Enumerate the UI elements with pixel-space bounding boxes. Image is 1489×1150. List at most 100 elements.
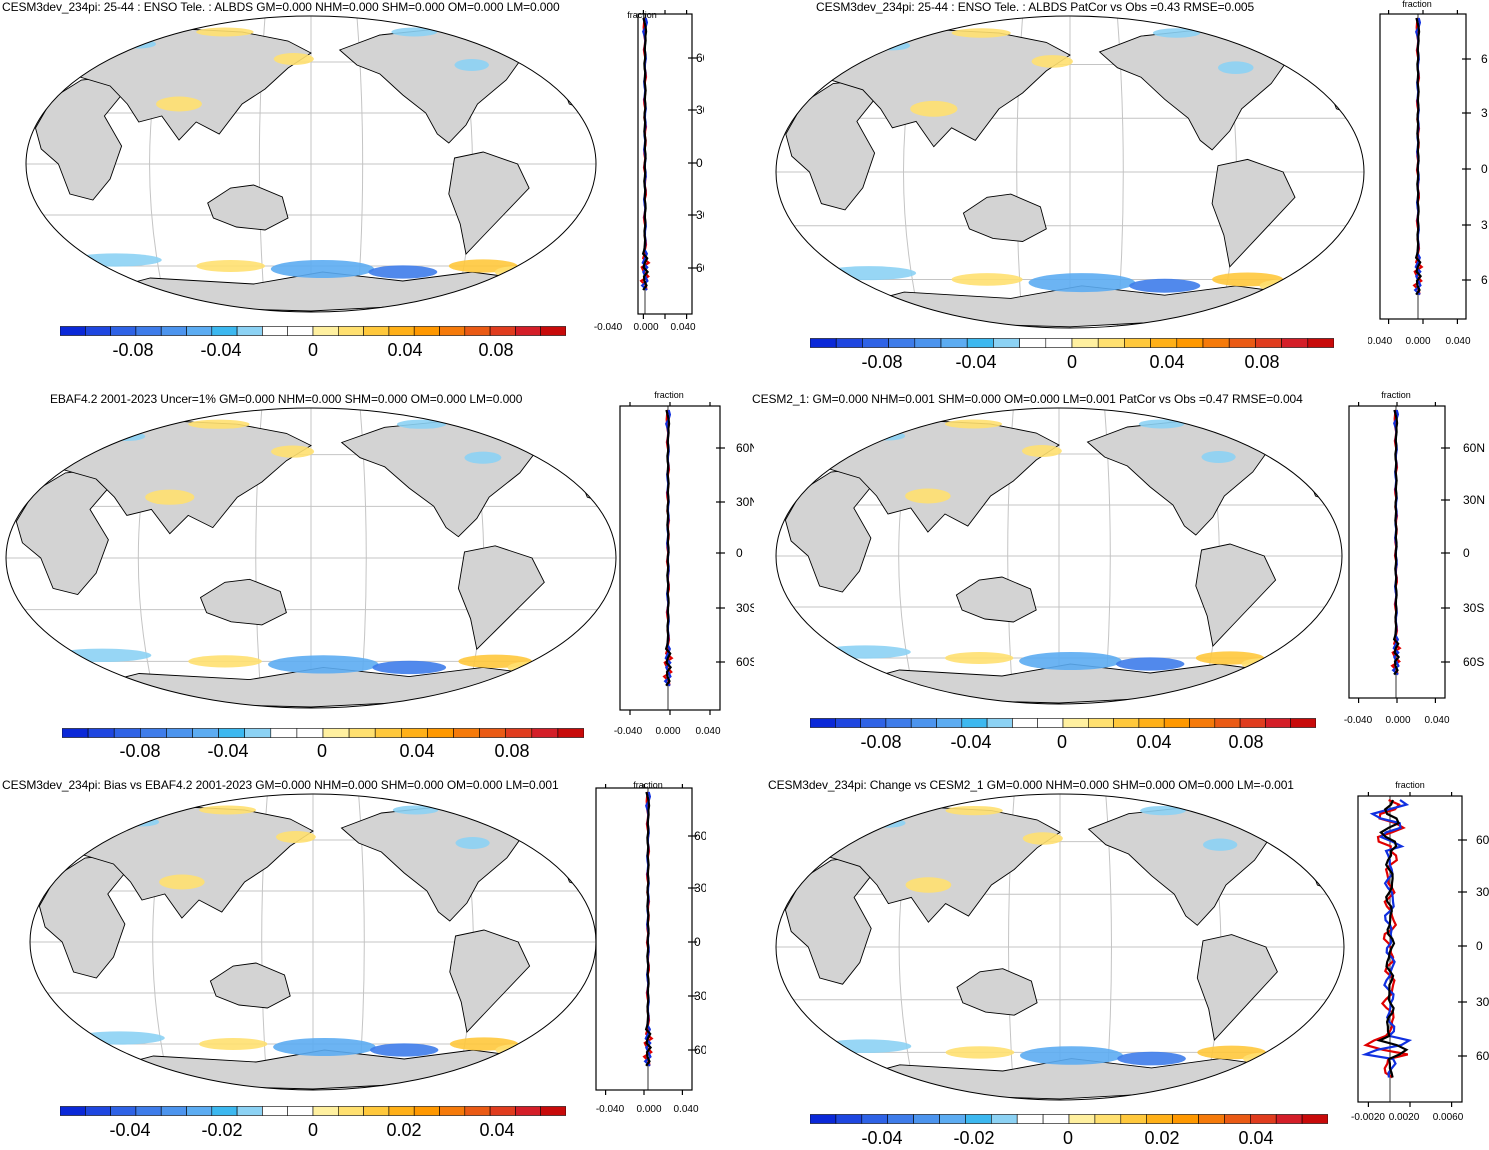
lat-tick-label: 60S [696, 261, 704, 275]
colorbar-swatch [1068, 1114, 1096, 1124]
landmass [209, 962, 291, 1009]
colorbar-swatch [287, 1106, 314, 1116]
colorbar-swatch [62, 728, 89, 738]
colorbar-swatch [887, 1114, 914, 1124]
colorbar-swatch [835, 1114, 863, 1124]
colorbar-tick-label: 0 [307, 340, 319, 360]
colorbar-tick-label: 0.04 [1149, 352, 1185, 372]
colorbar-tick-label: 0.02 [1144, 1128, 1180, 1148]
colorbar-swatch [312, 326, 339, 336]
colorbar-tick-label: -0.02 [953, 1128, 995, 1148]
anomaly-region [1129, 278, 1201, 293]
panel-title: CESM3dev_234pi: Bias vs EBAF4.2 2001-202… [2, 778, 559, 792]
anomaly-region [871, 818, 906, 828]
colorbar-swatch [287, 326, 314, 336]
profile-top-label: fraction [1402, 0, 1432, 9]
landmass [829, 663, 1289, 704]
colorbar-tick-label: -0.02 [201, 1120, 243, 1140]
colorbar-swatch [236, 326, 263, 336]
colorbar-swatch [835, 338, 863, 348]
colorbar-swatch [262, 1106, 288, 1116]
colorbar-tick-label: -0.04 [950, 732, 992, 752]
colorbar-swatch [505, 728, 533, 738]
anomaly-region [464, 451, 502, 464]
colorbar-swatch [489, 326, 516, 336]
colorbar-tick-label: 0.02 [386, 1120, 422, 1140]
lat-tick-label: 0 [1463, 546, 1470, 560]
colorbar-swatch [1138, 718, 1165, 728]
colorbar-swatch [540, 326, 566, 336]
lat-tick-label: 60 [1476, 1049, 1489, 1063]
anomaly-region [268, 655, 379, 674]
colorbar-swatch [337, 1106, 364, 1116]
anomaly-region [199, 1038, 268, 1050]
x-tick-label: 0.000 [655, 726, 680, 737]
x-tick-label: 0.040 [695, 726, 720, 737]
colorbar-swatch [337, 326, 364, 336]
colorbar-swatch [810, 1114, 837, 1124]
anomaly-region [1140, 805, 1186, 816]
anomaly-region [1019, 1046, 1123, 1065]
anomaly-region [53, 648, 152, 662]
colorbar [810, 1114, 1328, 1124]
x-tick-label: -0.0020 [1351, 1112, 1385, 1123]
anomaly-region [392, 805, 439, 815]
world-map [29, 793, 597, 1091]
panel-title: CESM2_1: GM=0.000 NHM=0.001 SHM=0.000 OM… [752, 392, 1303, 406]
colorbar-tick-label: 0.04 [1136, 732, 1172, 752]
profile-top-label: fraction [654, 390, 684, 400]
profile-top-label: fraction [1381, 390, 1411, 400]
anomaly-region [951, 28, 1011, 38]
profile-axes [1348, 402, 1450, 703]
lat-tick-label: 30 [1476, 995, 1489, 1009]
lat-tick-label: 3 [1481, 218, 1488, 232]
anomaly-region [1138, 419, 1185, 429]
anomaly-region [270, 260, 375, 278]
sh-profile-line [1363, 798, 1409, 1079]
lat-tick-label: 6 [1481, 273, 1488, 287]
colorbar-swatch [489, 1106, 516, 1116]
colorbar-swatch [87, 728, 115, 738]
landmass [1230, 797, 1290, 824]
landmass [482, 19, 542, 45]
map-border [775, 15, 1365, 329]
colorbar-swatch [861, 1114, 888, 1124]
anomaly-region [69, 253, 162, 267]
lat-tick-label: 30S [1463, 601, 1484, 615]
colorbar-tick-label: -0.04 [109, 1120, 151, 1140]
profile-top-label: fraction [633, 780, 663, 790]
x-tick-label: -0.040 [1344, 715, 1373, 726]
colorbar-tick-label: -0.04 [861, 1128, 903, 1148]
map-content [776, 16, 1364, 328]
colorbar-swatch [60, 326, 86, 336]
lat-tick-label: 0 [1481, 162, 1488, 176]
anomaly-region [1031, 55, 1073, 68]
colorbar-swatch [913, 1114, 940, 1124]
map-border [775, 407, 1343, 705]
anomaly-region [199, 805, 256, 815]
landmass [829, 1058, 1290, 1100]
landmass [1211, 158, 1296, 268]
anomaly-region [494, 266, 541, 278]
colorbar-swatch [860, 718, 887, 728]
colorbar-swatch [186, 1106, 213, 1116]
colorbar-swatch [1214, 718, 1241, 728]
colorbar-tick-label: 0.04 [387, 340, 423, 360]
landmass [63, 666, 558, 708]
colorbar-swatch [1198, 1114, 1225, 1124]
colorbar-swatch [862, 338, 889, 348]
map-border [25, 15, 597, 313]
colorbar-swatch [218, 728, 246, 738]
colorbar-labels: -0.08 -0.04 0 0.04 0.08 [60, 340, 566, 364]
colorbar-tick-label: 0.08 [1244, 352, 1280, 372]
colorbar-swatch [464, 326, 491, 336]
lat-tick-label: 60S [736, 655, 754, 669]
colorbar-swatch [540, 1106, 566, 1116]
colorbar-swatch [388, 326, 415, 336]
colorbar-swatch [113, 728, 141, 738]
colorbar-swatch [312, 1106, 339, 1116]
anomaly-region [1259, 279, 1307, 293]
colorbar-swatch [413, 326, 440, 336]
zonal-profile: fraction 60 30 0 30 60 -0.0020 0.0020 0.… [1351, 780, 1489, 1123]
colorbar-swatch [1094, 1114, 1122, 1124]
